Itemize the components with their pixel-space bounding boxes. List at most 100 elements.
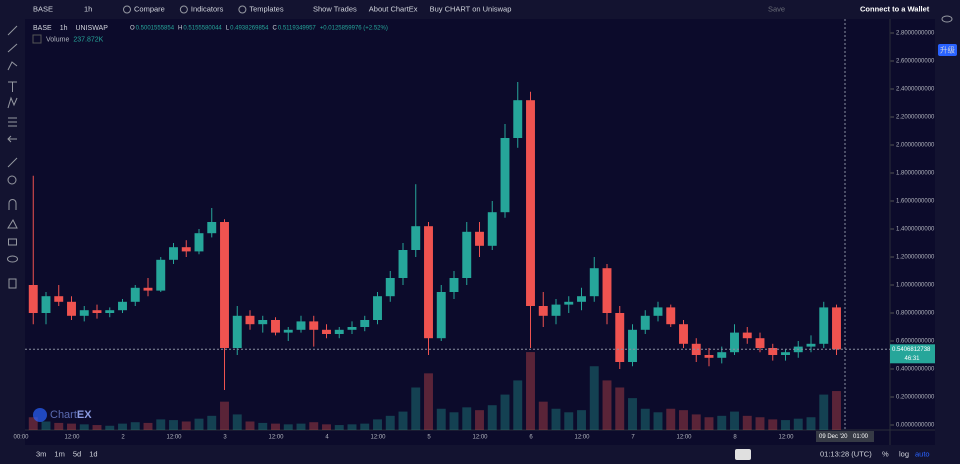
toolbar-link[interactable]: Show Trades [313, 4, 357, 13]
range-button[interactable]: 3m [36, 449, 46, 458]
y-tick-label: 0.6000000000 [896, 339, 935, 345]
tool-back[interactable] [7, 135, 17, 143]
tool-visibility[interactable] [7, 255, 18, 263]
percent-toggle[interactable]: % [882, 449, 889, 458]
volume-bar [577, 410, 586, 430]
right-sidebar [935, 19, 960, 464]
candle-body [615, 313, 625, 362]
candle-body [742, 332, 752, 339]
volume-bar [283, 424, 293, 430]
x-tick-label: 5 [427, 435, 431, 441]
volume-bar [691, 414, 701, 430]
candle-body [322, 329, 331, 334]
collapse-toggle[interactable] [32, 34, 42, 44]
tool-lock[interactable] [8, 238, 17, 246]
candle-body [79, 310, 89, 316]
range-button[interactable]: 1m [54, 449, 64, 458]
volume-bar [194, 418, 204, 430]
candle-body [487, 212, 497, 246]
upgrade-button[interactable] [938, 44, 957, 56]
bottom-toolbar [0, 445, 935, 464]
y-tick-label: 2.8000000000 [896, 31, 935, 37]
volume-value: 237.872K [73, 36, 103, 43]
toolbar-button[interactable]: Compare [134, 4, 165, 13]
candle-body [704, 355, 714, 358]
save-button[interactable]: Save [768, 4, 785, 13]
candle-body [691, 343, 701, 355]
legend-value: 0.4938269854 [230, 26, 269, 32]
candle-body [105, 310, 115, 313]
x-tick-label: 12:00 [472, 435, 488, 441]
toolbar-link[interactable]: Buy CHART on Uniswap [430, 4, 512, 13]
tool-brush[interactable] [7, 61, 18, 71]
volume-bar [411, 387, 421, 430]
candle-body [462, 231, 472, 278]
candle-body [28, 285, 38, 313]
volume-bar [742, 415, 752, 430]
range-button[interactable]: 1d [89, 449, 97, 458]
candle-body [436, 292, 446, 339]
candle-body [526, 100, 535, 306]
brand-b: EX [77, 409, 92, 421]
x-tick-label: 12:00 [676, 435, 692, 441]
interval[interactable]: 1h [84, 4, 92, 13]
x-tick-label: 12:00 [778, 435, 794, 441]
volume-bar [207, 415, 217, 430]
candle-body [679, 324, 688, 344]
volume-bar [487, 405, 497, 430]
log-toggle[interactable]: log [899, 449, 909, 458]
y-tick-label: 1.6000000000 [896, 199, 935, 205]
last-price-label: 0.5406812738 [892, 347, 931, 353]
x-tick-label: 12:00 [166, 435, 182, 441]
tool-delete[interactable] [8, 278, 17, 289]
toolbar-button[interactable]: Templates [249, 4, 283, 13]
candle-body [118, 301, 127, 311]
legend-exchange: UNISWAP [75, 25, 108, 32]
tool-line[interactable] [7, 25, 18, 36]
tool-fib[interactable] [7, 43, 18, 53]
volume-bar [755, 417, 765, 430]
volume-bar [564, 412, 574, 430]
auto-toggle[interactable]: auto [915, 449, 930, 458]
volume-bar [347, 424, 357, 430]
candle-body [232, 315, 242, 348]
candle-body [67, 301, 76, 316]
candle-body [41, 296, 51, 313]
tool-text[interactable] [8, 81, 17, 92]
y-tick-label: 0.2000000000 [896, 395, 935, 401]
toolbar-link[interactable]: About ChartEx [369, 4, 418, 13]
volume-bar [398, 411, 408, 430]
volume-bar [41, 421, 51, 430]
volume-bar [679, 410, 688, 430]
tool-ruler[interactable] [7, 157, 18, 168]
upgrade-label[interactable]: 升级 [940, 44, 955, 54]
candle-body [207, 222, 217, 234]
volume-bar [79, 424, 89, 430]
x-tick-label: 12:00 [268, 435, 284, 441]
volume-bar [156, 419, 166, 430]
candle-body [143, 287, 153, 291]
tool-magnet[interactable] [8, 199, 17, 210]
sidebar-eye[interactable] [941, 15, 953, 23]
connect-wallet[interactable]: Connect to a Wallet [860, 4, 930, 13]
volume-bar [334, 425, 344, 430]
volume-bar [118, 423, 127, 430]
symbol[interactable]: BASE [33, 4, 53, 13]
legend-value: 0.5119349957 [278, 26, 317, 32]
volume-bar [220, 401, 229, 430]
volume-bar [704, 417, 714, 430]
range-button[interactable]: 5d [73, 449, 81, 458]
toolbar-button[interactable]: Indicators [191, 4, 224, 13]
volume-bar [130, 422, 140, 430]
volume-bar [475, 410, 484, 430]
tool-lock-drawing[interactable] [7, 218, 18, 229]
x-tick-label: 00:00 [13, 435, 29, 441]
tool-zoom[interactable] [7, 175, 17, 185]
candle-body [653, 307, 663, 316]
volume-bar [169, 420, 178, 430]
tool-pattern[interactable] [7, 96, 18, 109]
countdown: 46:31 [904, 356, 920, 362]
volume-bar [436, 408, 446, 430]
candle-body [564, 301, 574, 305]
tool-measure[interactable] [8, 117, 17, 127]
